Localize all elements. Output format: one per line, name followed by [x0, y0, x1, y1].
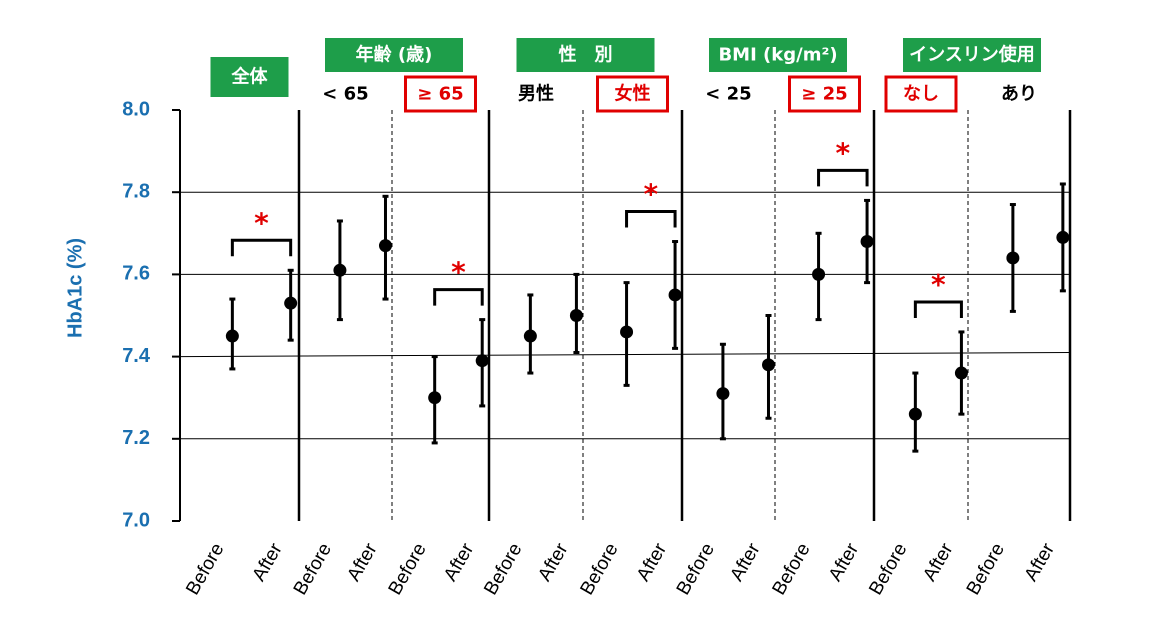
x-category-label: After	[343, 539, 382, 585]
group-header-bg	[516, 38, 655, 72]
x-category-label: After	[534, 539, 573, 585]
significance-marker: *	[931, 268, 946, 301]
data-point	[716, 387, 730, 401]
data-point	[428, 391, 442, 405]
y-tick-label: 8.0	[122, 98, 150, 120]
subgroup-label: 女性	[615, 83, 651, 105]
x-category-label: Before	[963, 540, 1009, 599]
x-category-label: Before	[182, 540, 228, 599]
data-layer: * * * * *	[225, 136, 1070, 453]
group-header: 年齢 (歳)	[356, 44, 433, 66]
data-point	[475, 354, 489, 368]
data-point	[761, 358, 775, 372]
group-header: インスリン使用	[909, 45, 1035, 66]
group-header: BMI (kg/m²)	[718, 45, 837, 66]
data-point	[860, 235, 874, 249]
x-category-label: After	[249, 539, 288, 585]
significance-bracket	[817, 168, 869, 187]
y-tick-label: 7.4	[122, 345, 151, 367]
group-separators	[297, 110, 1072, 521]
data-point	[812, 267, 826, 281]
subgroup-label: < 65	[322, 84, 368, 105]
subgroup-label: あり	[1001, 84, 1037, 105]
significance-marker: *	[451, 256, 466, 289]
x-category-label: After	[825, 539, 864, 585]
y-tick-label: 7.2	[122, 427, 150, 449]
data-point	[225, 329, 239, 343]
subgroup-label: なし	[903, 84, 939, 105]
x-category-label: Before	[385, 540, 431, 599]
data-point	[1006, 251, 1020, 265]
x-category-label: After	[440, 539, 479, 585]
data-point	[523, 329, 537, 343]
significance-marker: *	[643, 178, 658, 211]
data-point	[378, 239, 392, 253]
x-category-label: After	[726, 539, 765, 585]
significance-marker: *	[254, 206, 269, 239]
significance-bracket	[230, 238, 293, 257]
significance-bracket	[913, 300, 963, 318]
group-header-bg	[709, 38, 847, 72]
group-header-bg	[903, 38, 1041, 72]
data-point	[668, 288, 682, 302]
subgroup-label: ≥ 65	[417, 84, 463, 105]
x-category-label: Before	[768, 540, 814, 599]
significance-bracket	[433, 288, 484, 306]
subgroup-highlight-box	[404, 75, 477, 113]
x-category-label: After	[919, 539, 958, 585]
y-tick-label: 7.0	[122, 509, 150, 531]
group-header: 全体	[231, 66, 269, 88]
x-category-label: Before	[480, 540, 526, 599]
data-point	[908, 407, 922, 421]
data-point	[1056, 230, 1070, 244]
grid-layer	[179, 191, 1071, 440]
y-axis-label: HbA1c (%)	[64, 238, 86, 338]
subgroup-label: 男性	[518, 83, 554, 105]
group-header-bg	[325, 38, 463, 72]
x-category-label: Before	[865, 540, 911, 599]
y-axis: 7.0 7.2 7.4 7.6 7.8 8.0	[122, 98, 181, 531]
x-category-label: After	[1021, 539, 1060, 585]
data-point	[620, 325, 634, 339]
subgroup-highlight-box	[884, 75, 958, 113]
subgroup-label: < 25	[705, 84, 751, 105]
subgroup-label: ≥ 25	[801, 84, 847, 105]
x-category-labels: Before After Before After Before After Before A…	[182, 539, 1059, 599]
data-point	[333, 263, 347, 277]
significance-bracket	[625, 210, 677, 228]
group-header: 性 別	[559, 44, 613, 66]
y-tick-label: 7.6	[122, 263, 150, 285]
x-category-label: Before	[290, 540, 336, 599]
data-point	[954, 366, 968, 380]
x-category-label: Before	[576, 540, 622, 599]
subgroup-highlight-box	[596, 75, 669, 113]
y-tick-label: 7.8	[122, 180, 150, 202]
group-headers: 全体 年齢 (歳) < 65 ≥ 65 性 別男性 女性 BMI (kg/m²) < 25 ≥ …	[210, 38, 1041, 113]
subgroup-highlight-box	[788, 75, 861, 113]
data-point	[284, 296, 298, 310]
reference-line	[179, 351, 1071, 358]
group-header-bg	[210, 57, 289, 97]
data-point	[569, 309, 583, 322]
x-category-label: Before	[673, 540, 719, 599]
significance-marker: *	[835, 136, 850, 169]
x-category-label: After	[633, 539, 672, 585]
